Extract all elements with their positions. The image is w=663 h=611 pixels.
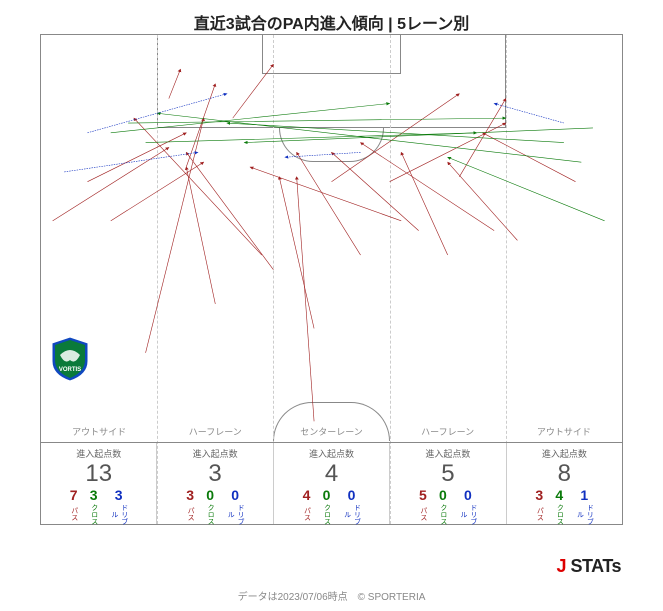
- lane-stat-cell: 進入起点数 44パス0クロス0ドリブル: [274, 443, 390, 524]
- pitch-wrapper: アウトサイド ハーフレーン センターレーン ハーフレーン アウトサイド 進入起点…: [40, 34, 623, 525]
- stat-breakdown: 3パス0クロス0ドリブル: [159, 488, 270, 525]
- stat-total: 4: [276, 462, 387, 486]
- footer-text: データは2023/07/06時点 © SPORTERIA: [0, 588, 663, 603]
- stat-header: 進入起点数: [43, 447, 154, 460]
- arrow-pass: [448, 162, 518, 240]
- stat-total: 3: [159, 462, 270, 486]
- pitch: アウトサイド ハーフレーン センターレーン ハーフレーン アウトサイド 進入起点…: [40, 34, 623, 525]
- lane-stat-cell: 進入起点数 137パス3クロス3ドリブル: [41, 443, 157, 524]
- arrow-pass: [401, 152, 447, 255]
- lane-label: センターレーン: [273, 425, 389, 438]
- arrow-pass: [483, 133, 576, 182]
- penalty-arc: [279, 128, 384, 162]
- arrow-pass: [332, 152, 419, 230]
- arrow-dribble: [64, 152, 198, 172]
- arrow-pass: [297, 152, 361, 255]
- stat-breakdown: 4パス0クロス0ドリブル: [276, 488, 387, 525]
- lane-stat-cell: 進入起点数 55パス0クロス0ドリブル: [390, 443, 506, 524]
- stat-breakdown: 3パス4クロス1ドリブル: [509, 488, 620, 525]
- stat-breakdown: 5パス0クロス0ドリブル: [392, 488, 503, 525]
- stat-header: 進入起点数: [392, 447, 503, 460]
- arrow-pass: [186, 152, 273, 269]
- arrow-pass: [186, 167, 215, 304]
- lane-label: ハーフレーン: [390, 425, 506, 438]
- jstats-logo: J STATs: [556, 556, 621, 577]
- lane-stat-cell: 進入起点数 83パス4クロス1ドリブル: [507, 443, 622, 524]
- lane-label: アウトサイド: [41, 425, 157, 438]
- arrow-cross: [448, 157, 605, 221]
- arrow-pass: [297, 177, 314, 422]
- arrow-pass: [87, 133, 186, 182]
- team-logo: VORTIS: [50, 335, 90, 383]
- stat-breakdown: 7パス3クロス3ドリブル: [43, 488, 154, 525]
- stats-row: 進入起点数137パス3クロス3ドリブル進入起点数33パス0クロス0ドリブル進入起…: [41, 442, 622, 524]
- arrow-pass: [279, 177, 314, 329]
- lane-label: アウトサイド: [506, 425, 622, 438]
- stat-header: 進入起点数: [276, 447, 387, 460]
- arrow-pass: [134, 118, 262, 255]
- arrow-pass: [390, 123, 506, 182]
- stat-total: 5: [392, 462, 503, 486]
- stat-header: 進入起点数: [509, 447, 620, 460]
- chart-container: 直近3試合のPA内進入傾向 | 5レーン別 アウトサイド ハーフレーン センター…: [0, 0, 663, 611]
- stat-header: 進入起点数: [159, 447, 270, 460]
- arrow-pass: [53, 147, 169, 220]
- arrow-pass: [146, 118, 204, 353]
- stat-total: 13: [43, 462, 154, 486]
- lane-label: ハーフレーン: [157, 425, 273, 438]
- stat-total: 8: [509, 462, 620, 486]
- lane-stat-cell: 進入起点数 33パス0クロス0ドリブル: [157, 443, 273, 524]
- six-yard-box: [262, 35, 401, 74]
- svg-text:VORTIS: VORTIS: [59, 367, 81, 373]
- arrow-pass: [361, 143, 495, 231]
